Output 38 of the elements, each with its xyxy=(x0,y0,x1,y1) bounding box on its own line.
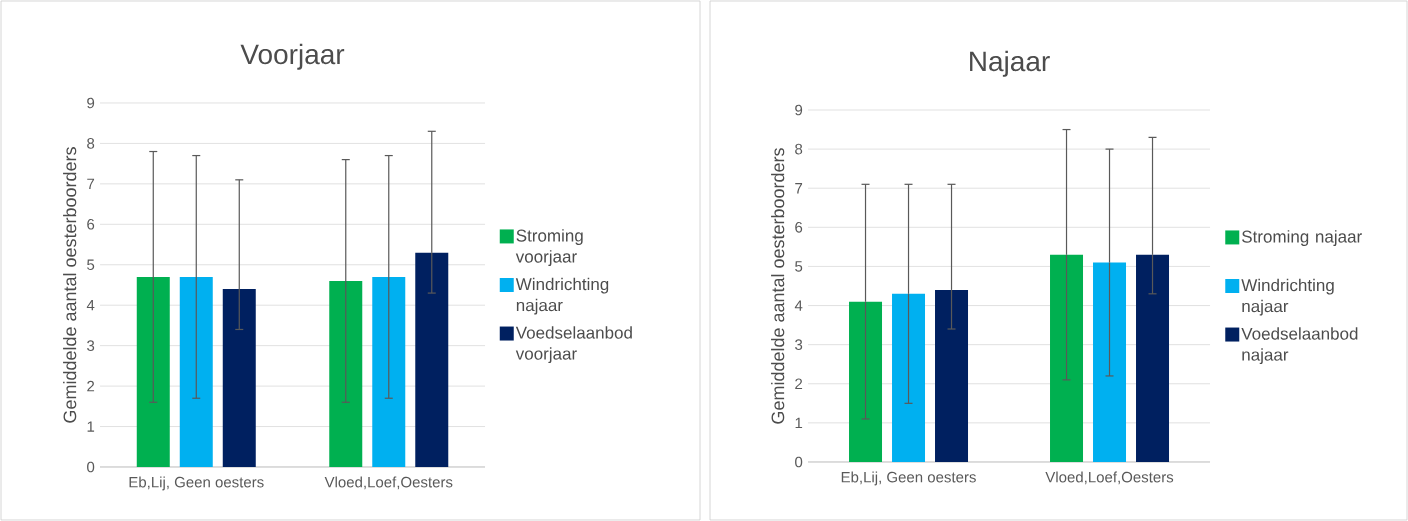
chart-title: Najaar xyxy=(970,50,1050,77)
y-tick-label: 7 xyxy=(795,183,803,194)
bar xyxy=(222,289,256,467)
y-tick-label: 2 xyxy=(795,378,803,389)
y-tick-label: 6 xyxy=(795,222,803,233)
bar xyxy=(935,289,969,462)
bar xyxy=(1136,254,1170,462)
y-tick-label: 4 xyxy=(794,300,803,311)
y-tick-label: 0 xyxy=(795,456,803,468)
x-tick-label: Eb,Lij, Geen oesters xyxy=(129,476,264,491)
y-tick-label: 9 xyxy=(795,104,803,116)
legend-label: Windrichting najaar xyxy=(1241,278,1334,316)
legend-label: Voedselaanbod voorjaar xyxy=(515,326,632,364)
legend-label: Voedselaanbod najaar xyxy=(1241,327,1358,365)
y-tick-label: 4 xyxy=(86,300,95,311)
y-tick-label: 3 xyxy=(795,339,803,350)
x-tick-label: Eb,Lij, Geen oesters xyxy=(841,471,976,486)
bar xyxy=(415,252,449,467)
legend-label: Windrichting najaar xyxy=(515,277,609,315)
y-tick-label: 8 xyxy=(795,143,803,155)
y-tick-label: 2 xyxy=(87,380,95,392)
x-tick-label: Vloed,Loef,Oesters xyxy=(1045,471,1174,485)
y-tick-label: 1 xyxy=(87,421,95,432)
y-tick-label: 1 xyxy=(795,417,803,429)
y-tick-label: 9 xyxy=(87,97,95,109)
y-axis-title: Gemiddelde aantal oesterboorders xyxy=(63,147,77,423)
chart-title: Voorjaar xyxy=(240,43,345,70)
y-axis-title: Gemiddelde aantal oesterboorders xyxy=(771,148,785,424)
legend-label: Stroming najaar xyxy=(1242,230,1362,246)
y-tick-label: 8 xyxy=(87,138,95,149)
y-tick-label: 7 xyxy=(87,178,95,190)
legend-label: Stroming voorjaar xyxy=(515,229,583,266)
x-tick-label: Vloed,Loef,Oesters xyxy=(324,476,453,490)
y-tick-label: 5 xyxy=(795,261,803,272)
y-tick-label: 5 xyxy=(87,259,95,270)
y-tick-label: 3 xyxy=(87,340,95,351)
y-tick-label: 6 xyxy=(87,219,95,230)
y-tick-label: 0 xyxy=(87,461,95,473)
